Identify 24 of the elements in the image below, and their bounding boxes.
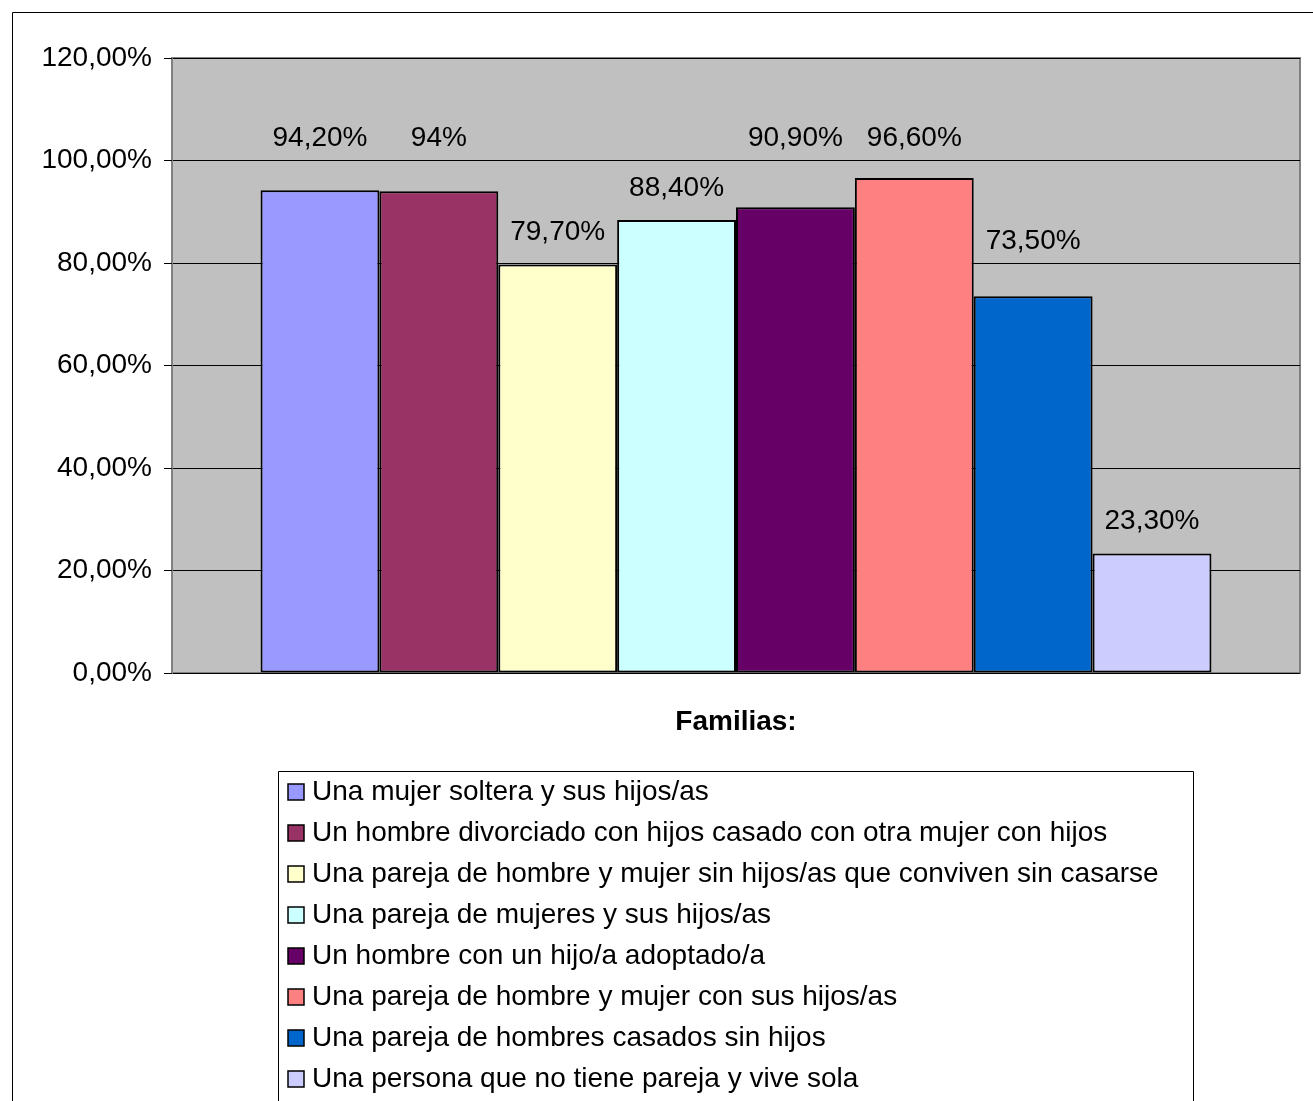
legend-label: Una pareja de hombre y mujer con sus hijos/as [312, 979, 898, 1011]
legend-label: Una pareja de hombres casados sin hijos [312, 1020, 826, 1052]
data-label: 94,20% [272, 121, 368, 153]
y-tick-label: 60,00% [57, 348, 152, 380]
data-label: 73,50% [985, 223, 1081, 255]
legend-label: Un hombre divorciado con hijos casado con otra mujer con hijos [312, 815, 1108, 847]
data-label: 23,30% [1104, 504, 1200, 536]
legend-label: Un hombre con un hijo/a adoptado/a [312, 938, 766, 970]
data-label: 94% [410, 121, 467, 153]
y-tick-label: 100,00% [41, 143, 152, 175]
data-label: 90,90% [747, 121, 843, 153]
y-tick-label: 0,00% [72, 655, 152, 687]
x-axis-title: Familias: [675, 704, 797, 736]
legend-label: Una mujer soltera y sus hijos/as [312, 774, 709, 806]
data-label: 79,70% [510, 215, 606, 247]
data-label: 88,40% [629, 170, 725, 202]
y-tick-label: 40,00% [57, 450, 152, 482]
legend-label: Una pareja de mujeres y sus hijos/as [312, 897, 772, 929]
y-tick-label: 20,00% [57, 553, 152, 585]
legend-label: Una persona que no tiene pareja y vive sola [312, 1061, 859, 1093]
data-label: 96,60% [866, 121, 962, 153]
y-tick-label: 120,00% [41, 40, 152, 72]
legend-label: Una pareja de hombre y mujer sin hijos/as que conviven sin casarse [312, 856, 1159, 888]
y-tick-label: 80,00% [57, 245, 152, 277]
